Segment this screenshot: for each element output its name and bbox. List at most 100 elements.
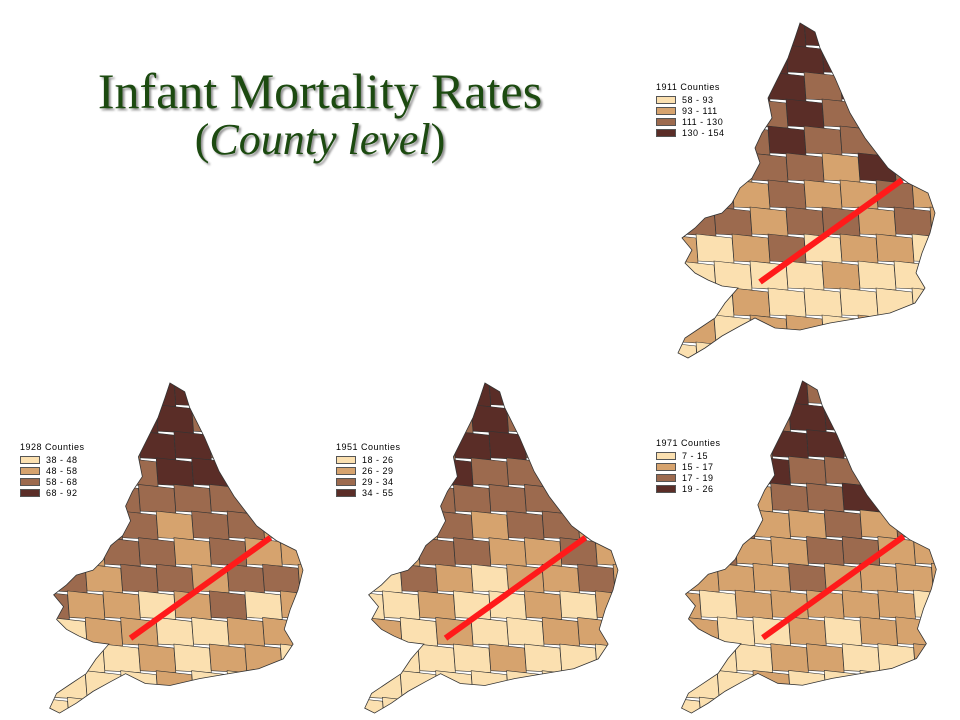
county-region [823,402,863,432]
county-region [678,206,717,237]
county-region [788,616,827,646]
county-region [734,643,774,673]
county-region [839,23,879,48]
county-region [262,404,301,434]
legend-label: 29 - 34 [362,476,394,487]
county-region [841,589,881,620]
county-region [453,696,492,714]
county-region [716,509,756,539]
county-region [594,537,618,567]
subtitle-open-paren: ( [194,115,210,164]
county-region [839,233,879,264]
county-region [524,643,563,673]
county-region [417,484,456,514]
county-region [173,696,212,714]
map-group [364,382,619,714]
legend-swatch [656,451,676,460]
north-south-divide-line [443,535,588,641]
county-region [155,510,194,540]
county-region [612,563,618,594]
county-region [364,382,385,407]
county-region [364,617,403,647]
legend-label: 17 - 19 [682,472,714,483]
england-wales-outline [364,382,619,714]
county-region [138,590,177,620]
county-region [911,71,935,102]
county-region [695,341,735,358]
county-region [138,643,177,673]
county-region [821,152,861,183]
county-region [803,125,843,156]
north-south-divide-line [761,534,906,641]
county-region [399,563,438,594]
county-region [226,404,265,434]
county-region [678,341,699,358]
county-region [67,430,106,461]
county-region [929,152,935,183]
county-region [931,563,937,593]
county-region [541,404,580,434]
county-region [785,206,825,237]
county-region [931,509,937,539]
county-region [120,510,159,540]
county-region [716,563,756,593]
county-region [417,537,456,567]
county-region [681,616,720,646]
county-region [102,696,141,714]
county-map-1911 [677,22,936,359]
map-panel-1928: 1928 Counties 38 - 48 48 - 58 58 - 68 68… [15,378,315,718]
county-region [681,509,720,539]
county-region [770,380,809,406]
legend-row: 15 - 17 [656,461,721,472]
county-region [244,590,283,620]
county-region [470,617,509,647]
county-region [364,643,385,673]
county-regions [678,23,935,358]
county-region [417,696,456,714]
county-region [857,152,897,183]
county-region [173,382,212,407]
county-region [209,643,248,673]
legend-label: 18 - 26 [362,454,394,465]
county-region [382,430,421,461]
county-region [931,616,937,646]
county-region [364,590,385,620]
county-region [67,696,106,714]
county-region [785,260,825,291]
county-region [209,484,248,514]
county-region [931,402,937,432]
legend-row: 93 - 111 [656,105,725,116]
county-region [931,670,937,700]
county-region [913,696,937,714]
county-region [875,287,915,318]
county-region [911,23,935,48]
county-region [913,429,937,459]
county-region [49,382,70,407]
county-region [893,98,933,129]
county-region [453,382,492,407]
county-region [806,429,845,459]
county-region [279,382,303,407]
county-region [767,179,807,210]
county-region [788,509,827,539]
county-region [929,260,935,291]
north-south-divide-line [758,177,904,285]
county-region [470,563,509,594]
map-panel-1911: 1911 Counties 58 - 93 93 - 111 111 - 130… [650,18,940,363]
county-region [470,404,509,434]
legend-title: 1971 Counties [656,438,721,448]
county-region [191,617,230,647]
county-region [612,404,618,434]
county-region [699,380,738,406]
county-region [767,125,807,156]
county-region [752,509,791,539]
county-region [857,44,897,75]
county-region [594,590,618,620]
county-region [678,98,717,129]
county-region [895,670,934,700]
county-region [67,484,106,514]
county-region [695,125,735,156]
county-region [577,563,616,594]
county-region [209,430,248,461]
legend-swatch [656,484,676,493]
